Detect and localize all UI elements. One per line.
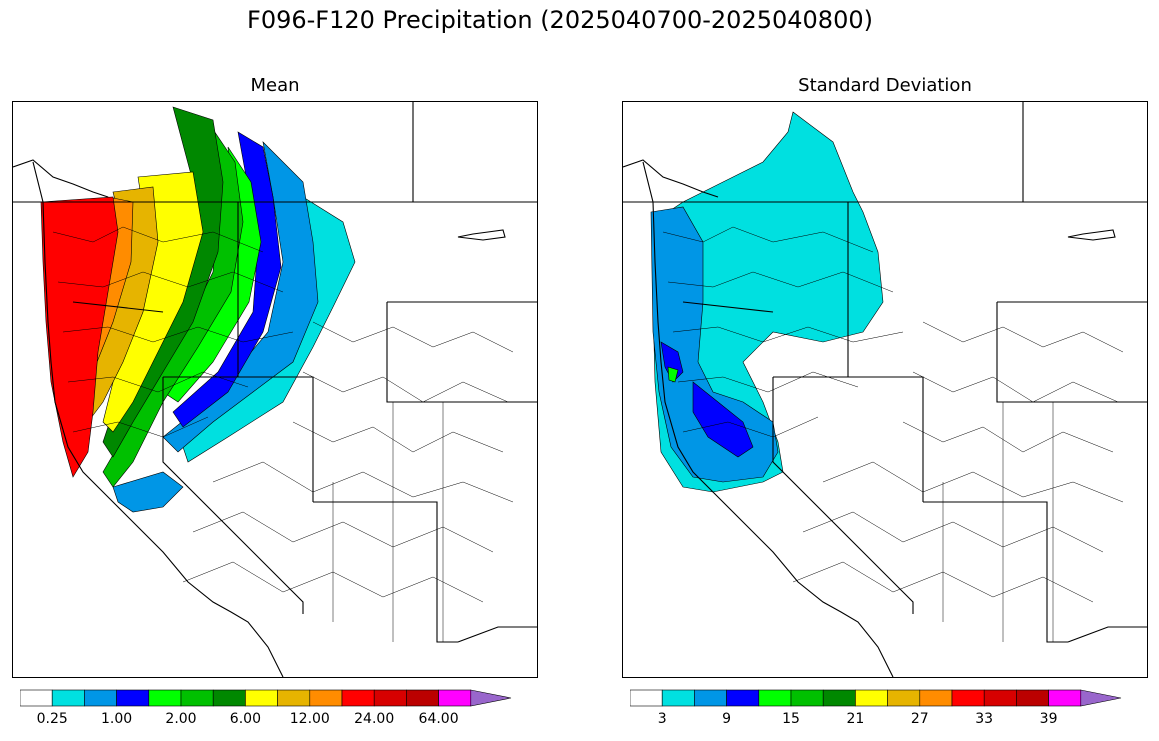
colorbar-segment [19, 689, 53, 707]
colorbar-segment [245, 689, 278, 707]
colorbar-tick-label: 12.00 [289, 711, 330, 727]
std-panel-title: Standard Deviation [798, 75, 972, 96]
region-lightblue [650, 206, 779, 483]
std-state-boundaries [623, 102, 1147, 677]
colorbar-tick-label: 27 [910, 711, 929, 727]
sound-inlet [13, 159, 109, 198]
colorbar-segment [694, 689, 727, 707]
colorbar-segment [855, 689, 888, 707]
colorbar-segment [919, 689, 953, 707]
colorbar-segment [406, 689, 439, 707]
colorbar-segment [341, 689, 375, 707]
colorbar-tick-label: 2.00 [165, 711, 197, 727]
colorbar-segment [84, 689, 117, 707]
std-map-svg [623, 102, 1147, 677]
colorbar-tick-label: 64.00 [418, 711, 459, 727]
colorbar-segment [438, 689, 472, 707]
colorbar-segment [373, 689, 407, 707]
colorbar-tick-label: 15 [782, 711, 800, 727]
colorbar-tick-label: 21 [846, 711, 865, 727]
colorbar-tick-label: 0.25 [36, 711, 68, 727]
region-green-spot [667, 366, 679, 383]
colorbar-segment [309, 689, 343, 707]
std-map [622, 101, 1148, 678]
std-basin-lines [662, 226, 1124, 642]
mean-state-boundaries [13, 102, 537, 677]
colorbar-segment [758, 689, 792, 707]
colorbar-tick-label: 1.00 [101, 711, 133, 727]
std-fill [650, 111, 884, 493]
std-colorbar-svg [629, 689, 1122, 707]
colorbar-segment [1016, 689, 1049, 707]
colorbar-segment [51, 689, 85, 707]
coastline [642, 161, 894, 677]
coastline [32, 161, 284, 677]
colorbar-segment [790, 689, 824, 707]
std-colorbar [629, 689, 1145, 711]
region-coastblue [112, 471, 184, 513]
colorbar-segment [629, 689, 663, 707]
great-salt-lake [457, 229, 506, 241]
region-lightblue [162, 141, 319, 453]
mean-colorbar [19, 689, 535, 711]
colorbar-segment [822, 689, 856, 707]
region-blue [660, 341, 754, 458]
colorbar-segment [180, 689, 214, 707]
mean-colorbar-svg [19, 689, 512, 707]
sound-inlet [623, 159, 719, 198]
figure-title: F096-F120 Precipitation (2025040700-2025… [247, 6, 873, 34]
mean-precip-fill [40, 106, 356, 513]
colorbar-segment [1048, 689, 1082, 707]
colorbar-segment [951, 689, 985, 707]
colorbar-segment [726, 689, 760, 707]
colorbar-segment [470, 689, 512, 707]
colorbar-tick-label: 39 [1039, 711, 1058, 727]
colorbar-tick-label: 33 [975, 711, 994, 727]
mean-map [12, 101, 538, 678]
mean-panel-title: Mean [250, 75, 300, 96]
colorbar-segment [887, 689, 921, 707]
colorbar-segment [148, 689, 182, 707]
colorbar-tick-label: 24.00 [354, 711, 395, 727]
colorbar-segment [1080, 689, 1122, 707]
colorbar-tick-label: 3 [657, 711, 667, 727]
colorbar-segment [983, 689, 1017, 707]
region-red [40, 196, 119, 478]
colorbar-segment [277, 689, 311, 707]
colorbar-tick-label: 6.00 [229, 711, 261, 727]
mean-basin-lines [52, 226, 514, 642]
colorbar-tick-label: 9 [722, 711, 732, 727]
mean-map-svg [13, 102, 537, 677]
colorbar-segment [116, 689, 150, 707]
great-salt-lake [1067, 229, 1116, 241]
colorbar-segment [661, 689, 695, 707]
colorbar-segment [212, 689, 246, 707]
